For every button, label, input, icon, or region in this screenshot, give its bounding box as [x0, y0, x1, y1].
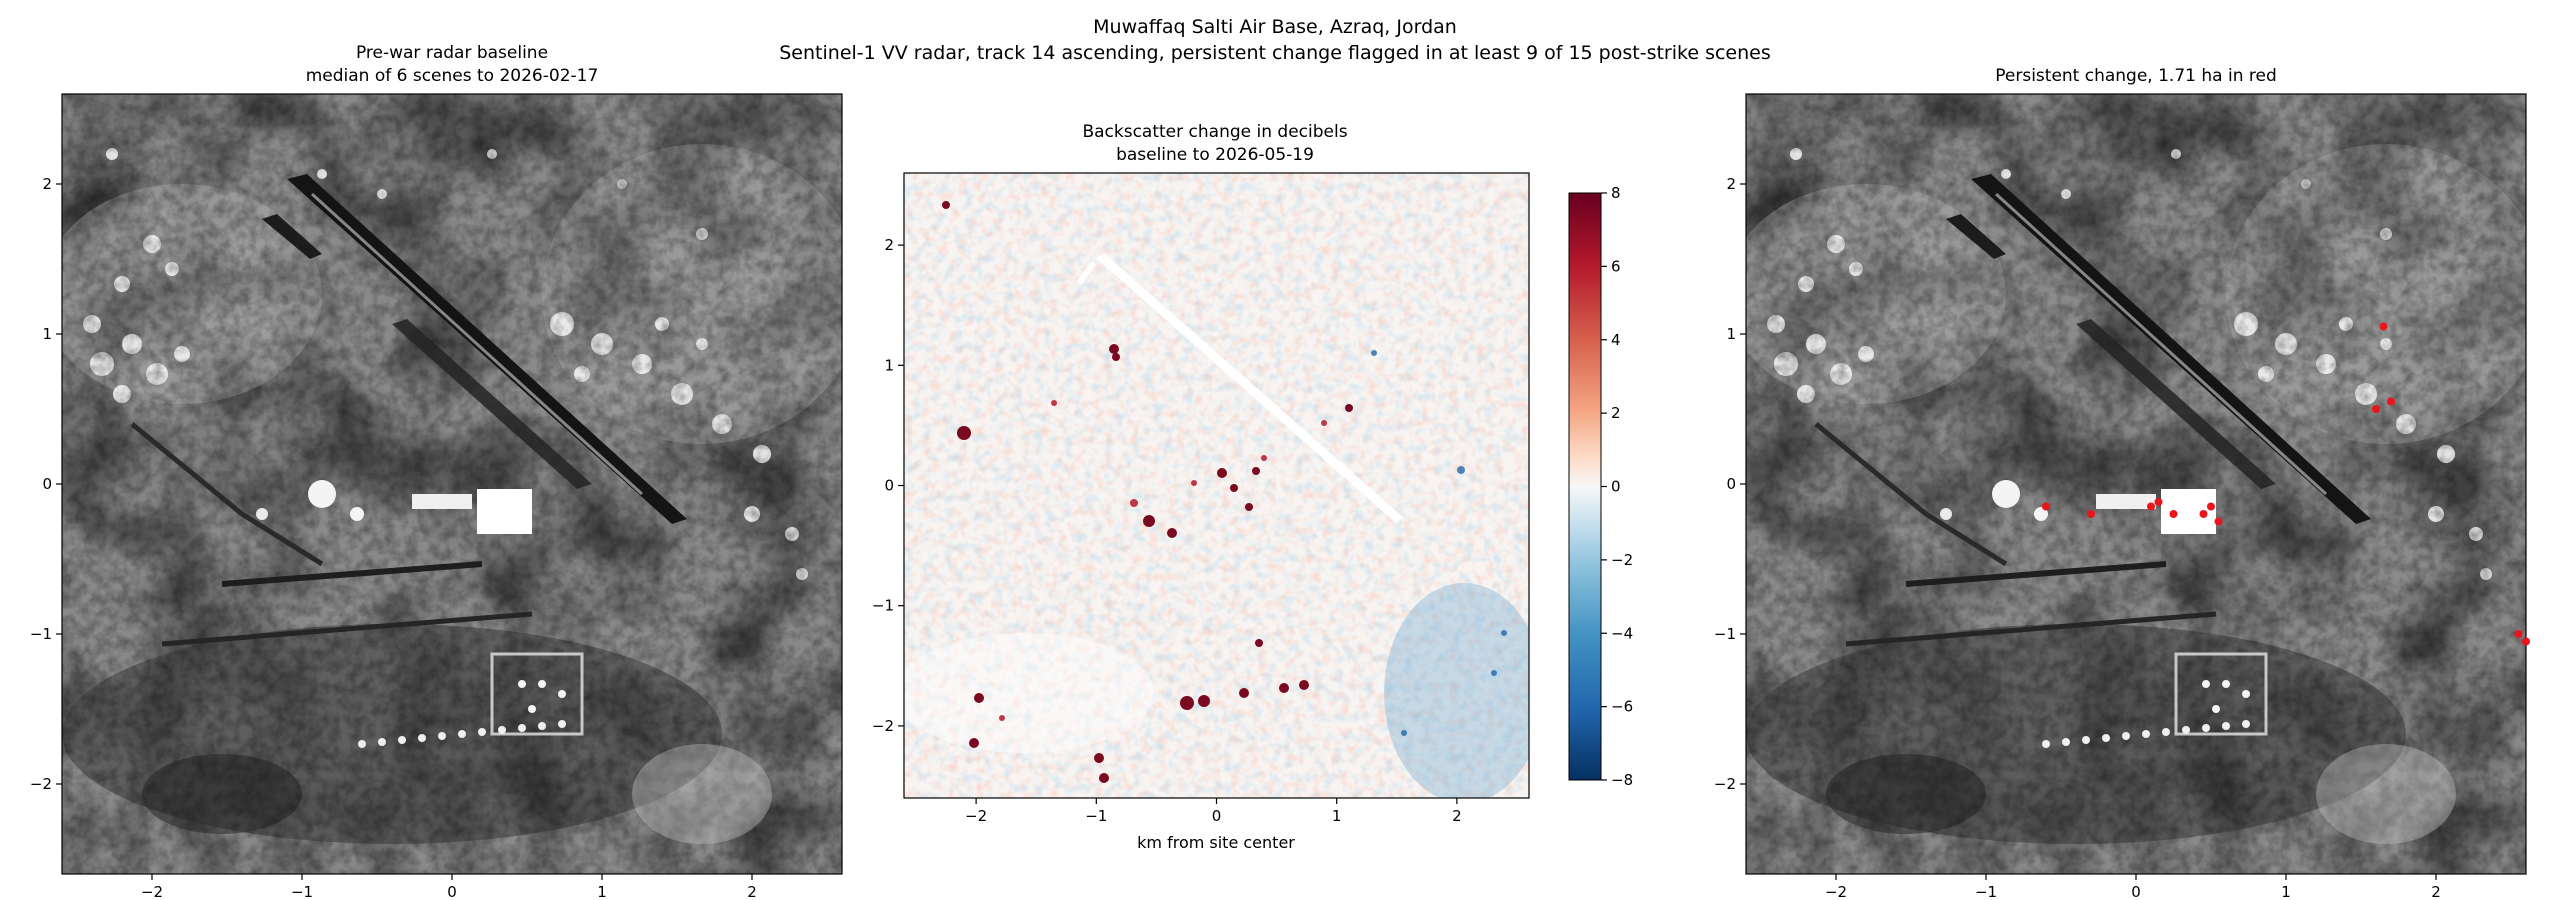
panel1-xtick-label: 0: [447, 883, 457, 900]
panel1-ticks: −2 −1 0 1 2 −2 −1 0 1 2: [30, 175, 757, 900]
panel1-ytick-label: 0: [42, 475, 52, 493]
panel3-ytick-label: −1: [1714, 625, 1736, 643]
flagged-change-spot: [2207, 502, 2215, 511]
colorbar-tick-label: 0: [1611, 478, 1621, 496]
panel1-xtick-label: 1: [597, 883, 607, 900]
panel2-xtick-label: 2: [1452, 807, 1462, 825]
colorbar-tick-label: 4: [1611, 331, 1621, 349]
panel3-ticks: −2 −1 0 1 2 −2 −1 0 1 2: [1714, 175, 2441, 900]
panel1-xtick-label: 2: [747, 883, 757, 900]
panel3-xtick-label: 1: [2281, 883, 2291, 900]
panel3-xtick-label: −1: [1975, 883, 1997, 900]
panel3-ytick-label: 1: [1726, 325, 1736, 343]
flagged-change-spot: [2154, 498, 2163, 506]
panel1-ytick-label: −2: [30, 775, 52, 793]
panel3-xtick-label: 2: [2431, 883, 2441, 900]
panel2-xtick-label: −1: [1085, 807, 1107, 825]
panel1-title-line1: Pre-war radar baseline: [356, 43, 548, 63]
panel3-image: [1726, 94, 2546, 874]
figure-title-line1: Muwaffaq Salti Air Base, Azraq, Jordan: [1093, 16, 1457, 38]
flagged-change-spot: [2372, 405, 2380, 413]
panel1-image: [42, 94, 862, 874]
panel2-title-line1: Backscatter change in decibels: [1082, 122, 1347, 142]
panel-backscatter-change: Backscatter change in decibels baseline …: [872, 122, 1633, 852]
panel2-image: [904, 173, 1529, 798]
panel2-ytick-label: −1: [872, 597, 894, 615]
panel1-xtick-label: −2: [141, 883, 163, 900]
panel-prewar-baseline: Pre-war radar baseline median of 6 scene…: [30, 43, 862, 900]
colorbar-tick-label: −4: [1611, 624, 1633, 642]
panel2-ytick-label: 0: [884, 477, 894, 495]
flagged-change-spot: [2042, 502, 2050, 511]
colorbar-tick-label: −2: [1611, 551, 1633, 569]
colorbar-tick-label: 6: [1611, 257, 1621, 275]
panel3-flag-marks: [2042, 322, 2530, 646]
panel3-title: Persistent change, 1.71 ha in red: [1995, 66, 2277, 86]
panel2-ticks: −2 −1 0 1 2 −2 −1 0 1 2: [872, 236, 1462, 825]
panel2-xtick-label: 1: [1332, 807, 1342, 825]
colorbar-tick-label: 8: [1611, 184, 1621, 202]
flagged-change-spot: [2147, 502, 2155, 511]
figure-title-line2: Sentinel-1 VV radar, track 14 ascending,…: [779, 42, 1770, 64]
colorbar: [1568, 192, 1602, 781]
panel1-ytick-label: 2: [42, 175, 52, 193]
flagged-change-spot: [2379, 322, 2388, 331]
flagged-change-spot: [2514, 630, 2523, 638]
panel2-ytick-label: −2: [872, 717, 894, 735]
panel2-ytick-label: 2: [884, 236, 894, 254]
panel2-xtick-label: −2: [965, 807, 987, 825]
panel2-title-line2: baseline to 2026-05-19: [1116, 145, 1314, 165]
panel3-ytick-label: −2: [1714, 775, 1736, 793]
panel2-xlabel: km from site center: [1137, 833, 1295, 852]
flagged-change-spot: [2387, 397, 2395, 406]
panel2-ytick-label: 1: [884, 356, 894, 374]
flagged-change-spot: [2169, 510, 2178, 518]
panel1-ytick-label: −1: [30, 625, 52, 643]
panel3-xtick-label: −2: [1825, 883, 1847, 900]
panel3-xtick-label: 0: [2131, 883, 2141, 900]
colorbar-tick-label: −8: [1611, 771, 1633, 789]
panel1-title-line2: median of 6 scenes to 2026-02-17: [306, 66, 599, 86]
flagged-change-spot: [2522, 637, 2530, 646]
flagged-change-spot: [2087, 510, 2095, 518]
panel1-xtick-label: −1: [291, 883, 313, 900]
panel2-xtick-label: 0: [1212, 807, 1222, 825]
panel3-ytick-label: 2: [1726, 175, 1736, 193]
panel3-ytick-label: 0: [1726, 475, 1736, 493]
flagged-change-spot: [2214, 517, 2223, 526]
panel-persistent-change: Persistent change, 1.71 ha in red −2 −1 0 1…: [1714, 66, 2546, 900]
colorbar-tick-label: 2: [1611, 404, 1621, 422]
flagged-change-spot: [2199, 510, 2208, 518]
panel1-ytick-label: 1: [42, 325, 52, 343]
colorbar-tick-label: −6: [1611, 698, 1633, 716]
colorbar-ticks: 8 6 4 2 0 −2 −4 −6 −8: [1601, 184, 1633, 789]
